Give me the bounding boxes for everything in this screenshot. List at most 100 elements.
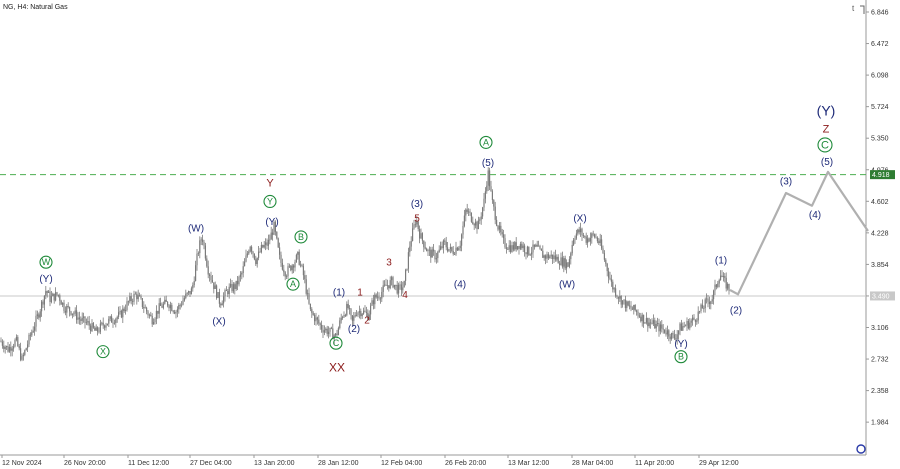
- candle: [300, 260, 302, 268]
- candle: [630, 301, 632, 312]
- candle: [358, 305, 360, 319]
- svg-text:(Y): (Y): [674, 339, 687, 350]
- candle: [386, 279, 388, 290]
- wave-labels: W (Y) X (W) (X) YY (Y) B A (1) 1 2 (2) C XX 3 4 (3) 5 (4) A (…: [39, 102, 835, 374]
- svg-text:5: 5: [414, 213, 420, 224]
- candle: [274, 220, 276, 236]
- candle: [435, 252, 437, 264]
- candle: [4, 345, 6, 354]
- svg-text:(X): (X): [212, 316, 225, 327]
- candle: [115, 317, 117, 328]
- candle: [392, 275, 394, 289]
- candle: [433, 244, 435, 256]
- candle: [456, 246, 458, 252]
- candle: [486, 181, 488, 194]
- candle: [494, 201, 496, 225]
- candle: [344, 313, 346, 317]
- candle: [73, 311, 75, 317]
- candle: [591, 232, 593, 244]
- candle: [612, 279, 614, 293]
- candle: [693, 314, 695, 321]
- wave-label: (W): [188, 224, 204, 235]
- projection-path: [729, 170, 869, 296]
- candle: [532, 240, 534, 258]
- candle: [339, 317, 341, 330]
- x-tick-label: 12 Nov 2024: [2, 460, 42, 467]
- candle: [388, 285, 390, 292]
- candle: [276, 231, 278, 240]
- candle: [717, 280, 719, 289]
- candle: [175, 310, 177, 319]
- candle: [312, 311, 314, 316]
- chart-shift-icon[interactable]: [860, 5, 865, 14]
- candle: [540, 248, 542, 251]
- candle: [113, 319, 115, 325]
- candle: [577, 228, 579, 236]
- candle: [197, 251, 199, 256]
- candle: [484, 187, 486, 204]
- candle: [160, 297, 162, 307]
- candle: [272, 228, 274, 241]
- candle: [157, 310, 159, 319]
- candle: [427, 248, 429, 256]
- candle: [715, 283, 717, 290]
- candle: [722, 272, 724, 282]
- candle: [223, 292, 225, 308]
- candle: [517, 246, 519, 251]
- wave-label: A: [286, 277, 300, 291]
- svg-text:(Y): (Y): [265, 217, 278, 228]
- candle: [15, 334, 17, 342]
- wave-label: (X): [212, 316, 225, 327]
- candle: [361, 312, 363, 319]
- candle: [13, 343, 15, 352]
- candle: [267, 234, 269, 251]
- candle: [141, 297, 143, 310]
- candle: [305, 274, 307, 296]
- candle: [459, 240, 461, 252]
- candle: [417, 220, 419, 232]
- x-tick-label: 28 Mar 04:00: [572, 460, 613, 467]
- candle: [710, 300, 712, 310]
- svg-text:2: 2: [364, 316, 370, 327]
- y-tick-label: 2.732: [871, 357, 889, 364]
- wave-label: (4): [454, 279, 466, 290]
- y-tick-label: 4.602: [871, 199, 889, 206]
- candle: [211, 275, 213, 283]
- candle: [409, 241, 411, 257]
- candle: [50, 290, 52, 304]
- y-tick-label: 6.472: [871, 41, 889, 48]
- candle: [644, 322, 646, 324]
- wave-label: W: [39, 255, 53, 269]
- candle: [97, 326, 99, 336]
- candle: [206, 255, 208, 268]
- candle: [7, 342, 9, 353]
- candle: [552, 254, 554, 264]
- candle: [413, 219, 415, 230]
- candle: [423, 240, 425, 253]
- candle: [634, 304, 636, 312]
- candle: [713, 289, 715, 305]
- candle: [490, 180, 492, 192]
- candle: [297, 251, 299, 260]
- wave-label: (4): [809, 210, 821, 221]
- candle: [391, 275, 393, 286]
- candle: [118, 306, 120, 320]
- candle: [535, 243, 537, 248]
- y-tick-label: 6.098: [871, 73, 889, 80]
- wave-label: (2): [348, 324, 360, 335]
- candle: [258, 245, 260, 261]
- candle: [711, 294, 713, 305]
- candle: [473, 222, 475, 230]
- candle: [665, 327, 667, 337]
- candle: [188, 290, 190, 296]
- scroll-marker[interactable]: t: [852, 4, 855, 13]
- candle: [237, 275, 239, 291]
- candle: [21, 353, 23, 362]
- candle: [162, 301, 164, 310]
- settings-icon[interactable]: [856, 444, 866, 454]
- candle: [53, 293, 55, 304]
- candle: [662, 324, 664, 334]
- candle: [470, 212, 472, 223]
- chart-frame: [0, 0, 867, 456]
- candle: [220, 302, 222, 309]
